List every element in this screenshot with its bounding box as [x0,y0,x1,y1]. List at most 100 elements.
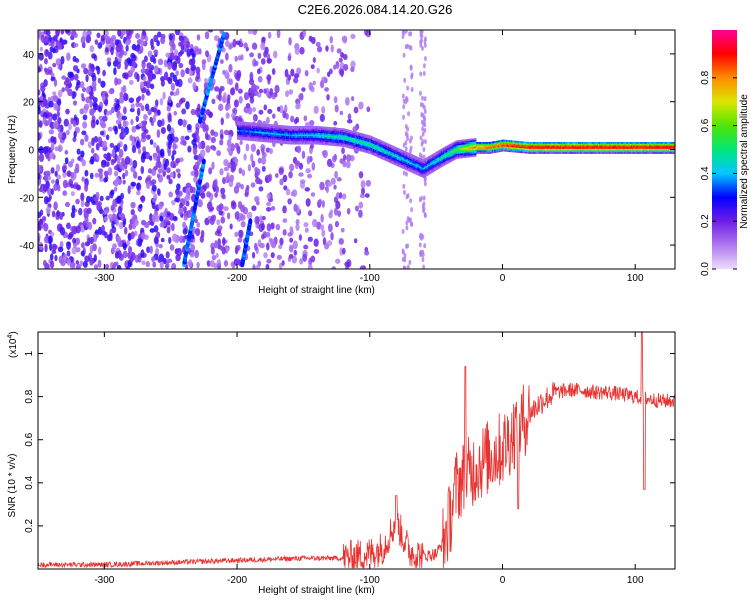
noise-blob [125,73,129,80]
ridge-cell [296,134,299,137]
ridge-cell [279,140,282,142]
noise-blob [103,216,108,222]
ridge-cell [381,145,384,148]
noise-blob [251,205,257,212]
ridge-cell [252,122,255,125]
ridge-cell [248,132,251,135]
noise-blob [94,172,100,178]
ridge-cell [443,164,445,166]
ridge-cell [362,140,364,143]
ridge-cell [529,152,531,154]
noise-blob [49,253,54,261]
noise-blob [358,101,364,110]
noise-blob [113,165,118,171]
ridge-cell [335,134,338,137]
ridge-cell [316,132,319,135]
ridge-cell [334,134,337,137]
ridge-cell [329,133,332,136]
ridge-cell [259,126,261,129]
ridge-cell [473,146,476,149]
noise-blob [67,258,71,267]
ridge-cell [247,132,250,135]
ridge-cell [321,131,324,134]
ridge-cell [470,148,473,151]
ridge-cell [388,152,391,155]
ridge-cell [312,141,315,143]
noise-blob [140,154,146,163]
ridge-cell [423,167,426,169]
ridge-cell [272,129,274,132]
ridge-cell [385,142,388,145]
ridge-cell [493,144,496,147]
ridge-cell [352,141,355,143]
noise-blob [211,98,216,105]
ridge-cell [509,140,512,143]
ridge-cell [343,131,345,134]
ridge-cell [426,164,428,167]
ridge-cell [367,148,370,151]
ridge-cell [486,150,489,153]
ridge-cell [307,132,309,135]
noise-blob [330,44,334,53]
ridge-cell [361,148,363,151]
ridge-cell [417,157,420,159]
ridge-cell [369,140,372,143]
ridge-cell [362,145,364,148]
ridge-cell [289,130,291,133]
noise-blob [205,50,209,58]
noise-blob [175,70,179,76]
ridge-cell [451,152,454,155]
ridge-cell [537,150,540,153]
ridge-cell [534,143,536,146]
ridge-cell [255,132,257,135]
ridge-cell [379,141,381,144]
noise-blob [226,212,231,220]
ridge-cell [321,129,324,132]
noise-blob [205,145,211,153]
stripe-blob [419,235,423,241]
ridge-cell [401,149,404,152]
stripe-blob [401,229,405,235]
ridge-cell [393,157,395,160]
ridge-cell [278,129,281,132]
ridge-cell [429,160,431,163]
ridge-cell [368,145,371,148]
ridge-cell [268,139,271,141]
ridge-cell [248,137,251,140]
ridge-cell [264,135,267,138]
noise-blob [106,110,110,116]
ridge-cell [355,146,358,149]
ridge-cell [452,155,455,158]
noise-blob [80,150,85,158]
ridge-cell [431,159,433,162]
ridge-cell [474,143,477,145]
ridge-cell [438,153,441,156]
ridge-cell [393,146,395,148]
ridge-cell [398,163,401,166]
ridge-cell [306,136,308,138]
ridge-cell [362,133,364,136]
ridge-cell [510,143,513,146]
noise-blob [195,227,201,236]
ridge-cell [417,160,420,163]
ridge-cell [357,145,359,148]
noise-blob [101,225,105,233]
stripe-blob [418,242,422,248]
ridge-cell [478,143,480,146]
noise-blob [358,209,363,218]
ridge-cell [510,145,513,148]
ridge-cell [366,136,369,139]
ridge-cell [428,166,430,169]
ridge-cell [431,162,433,165]
ridge-cell [260,126,263,129]
noise-blob [274,84,280,94]
noise-blob [166,105,172,112]
ridge-cell [417,168,420,171]
noise-blob [79,81,85,89]
ridge-cell [433,154,436,157]
ridge-cell [363,135,366,138]
ridge-cell [299,137,302,140]
ridge-cell [444,150,446,152]
ridge-cell [387,145,390,148]
ridge-cell [389,144,392,147]
